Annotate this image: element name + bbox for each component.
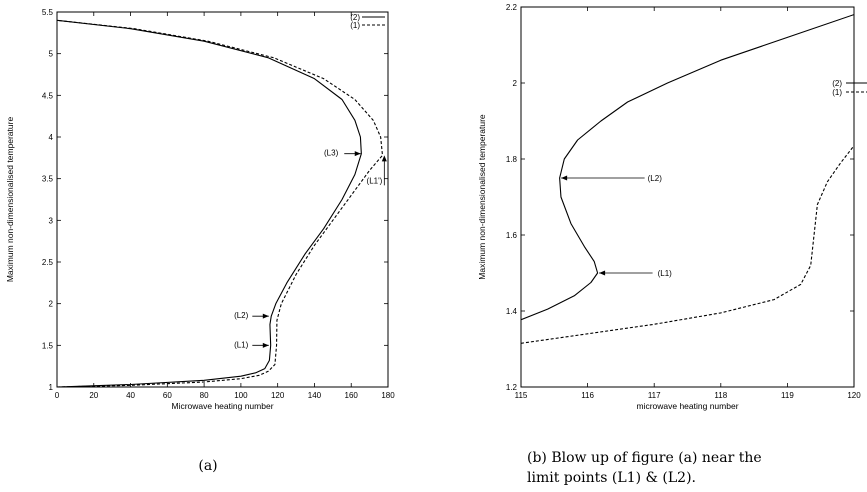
arrow-head: [381, 155, 387, 162]
figure-caption: (a): [198, 458, 217, 474]
x-tick-label: 118: [714, 391, 727, 400]
y-tick-label: 5.5: [42, 8, 54, 17]
y-tick-label: 3.5: [42, 175, 54, 184]
x-tick-label: 160: [345, 391, 359, 400]
series-line-1: [521, 145, 854, 344]
series-line-2: [521, 14, 854, 321]
y-tick-label: 1: [49, 383, 54, 392]
y-tick-label: 5: [49, 50, 54, 59]
plot-frame: [520, 6, 855, 388]
x-tick-label: 120: [271, 391, 285, 400]
legend-label: (1): [350, 21, 360, 30]
annotation-label: (L1): [658, 269, 673, 278]
x-tick-label: 115: [515, 391, 528, 400]
x-axis-label: microwave heating number: [636, 401, 738, 411]
legend-label: (2): [832, 79, 842, 88]
x-tick-label: 120: [847, 391, 861, 400]
arrow-head: [354, 151, 361, 157]
annotation-label: (L1): [234, 340, 249, 349]
x-tick-label: 0: [55, 391, 60, 400]
y-tick-label: 2: [513, 79, 518, 88]
arrow-head: [561, 175, 568, 181]
legend-label: (1): [832, 88, 842, 97]
y-tick-label: 1.8: [506, 155, 518, 164]
y-tick-label: 4: [49, 133, 54, 142]
arrow-head: [599, 270, 606, 276]
x-tick-label: 80: [200, 391, 209, 400]
chart-panel-a: 0 20 40 60 80 100 120 140 160 180 1 1.5 2 2.5 3 3.5 4 4.5…: [5, 8, 395, 474]
x-tick-label: 116: [581, 391, 594, 400]
y-tick-label: 1.5: [42, 341, 54, 350]
figure-caption: (b) Blow up of figure (a) near the: [527, 450, 762, 466]
y-tick-label: 2.5: [42, 258, 54, 267]
y-axis-label: Maximum non-dimensionalised temperature: [477, 114, 487, 280]
y-axis-label: Maximum non-dimensionalised temperature: [5, 117, 15, 283]
y-tick-label: 2.2: [506, 3, 518, 12]
y-tick-label: 4.5: [42, 91, 54, 100]
legend-label: (2): [350, 13, 360, 22]
y-tick-label: 1.4: [506, 307, 518, 316]
x-tick-label: 60: [163, 391, 172, 400]
annotation-label: (L3): [324, 149, 339, 158]
x-tick-label: 117: [648, 391, 661, 400]
x-tick-label: 100: [234, 391, 248, 400]
y-tick-label: 1.2: [506, 383, 518, 392]
annotation-label: (L2): [234, 311, 249, 320]
y-tick-label: 3: [49, 216, 54, 225]
y-tick-label: 2: [49, 300, 54, 309]
y-tick-label: 1.6: [506, 231, 518, 240]
series-line-1: [57, 19, 384, 387]
annotation-label: (L2): [648, 174, 663, 183]
series-line-2: [57, 19, 362, 387]
chart-panel-b: 115 116 117 118 119 120 1.2 1.4 1.6 1.8 2 2.2 microw…: [477, 3, 867, 486]
x-tick-label: 140: [308, 391, 322, 400]
x-tick-label: 40: [126, 391, 135, 400]
annotation-label: (L1'): [367, 176, 383, 185]
x-tick-label: 119: [781, 391, 794, 400]
arrow-head: [262, 342, 269, 348]
x-tick-label: 20: [89, 391, 98, 400]
x-axis-label: Microwave heating number: [171, 401, 273, 411]
x-tick-label: 180: [381, 391, 395, 400]
plot-frame: [56, 11, 389, 388]
figure-caption: limit points (L1) & (L2).: [527, 470, 696, 486]
arrow-head: [262, 313, 269, 319]
